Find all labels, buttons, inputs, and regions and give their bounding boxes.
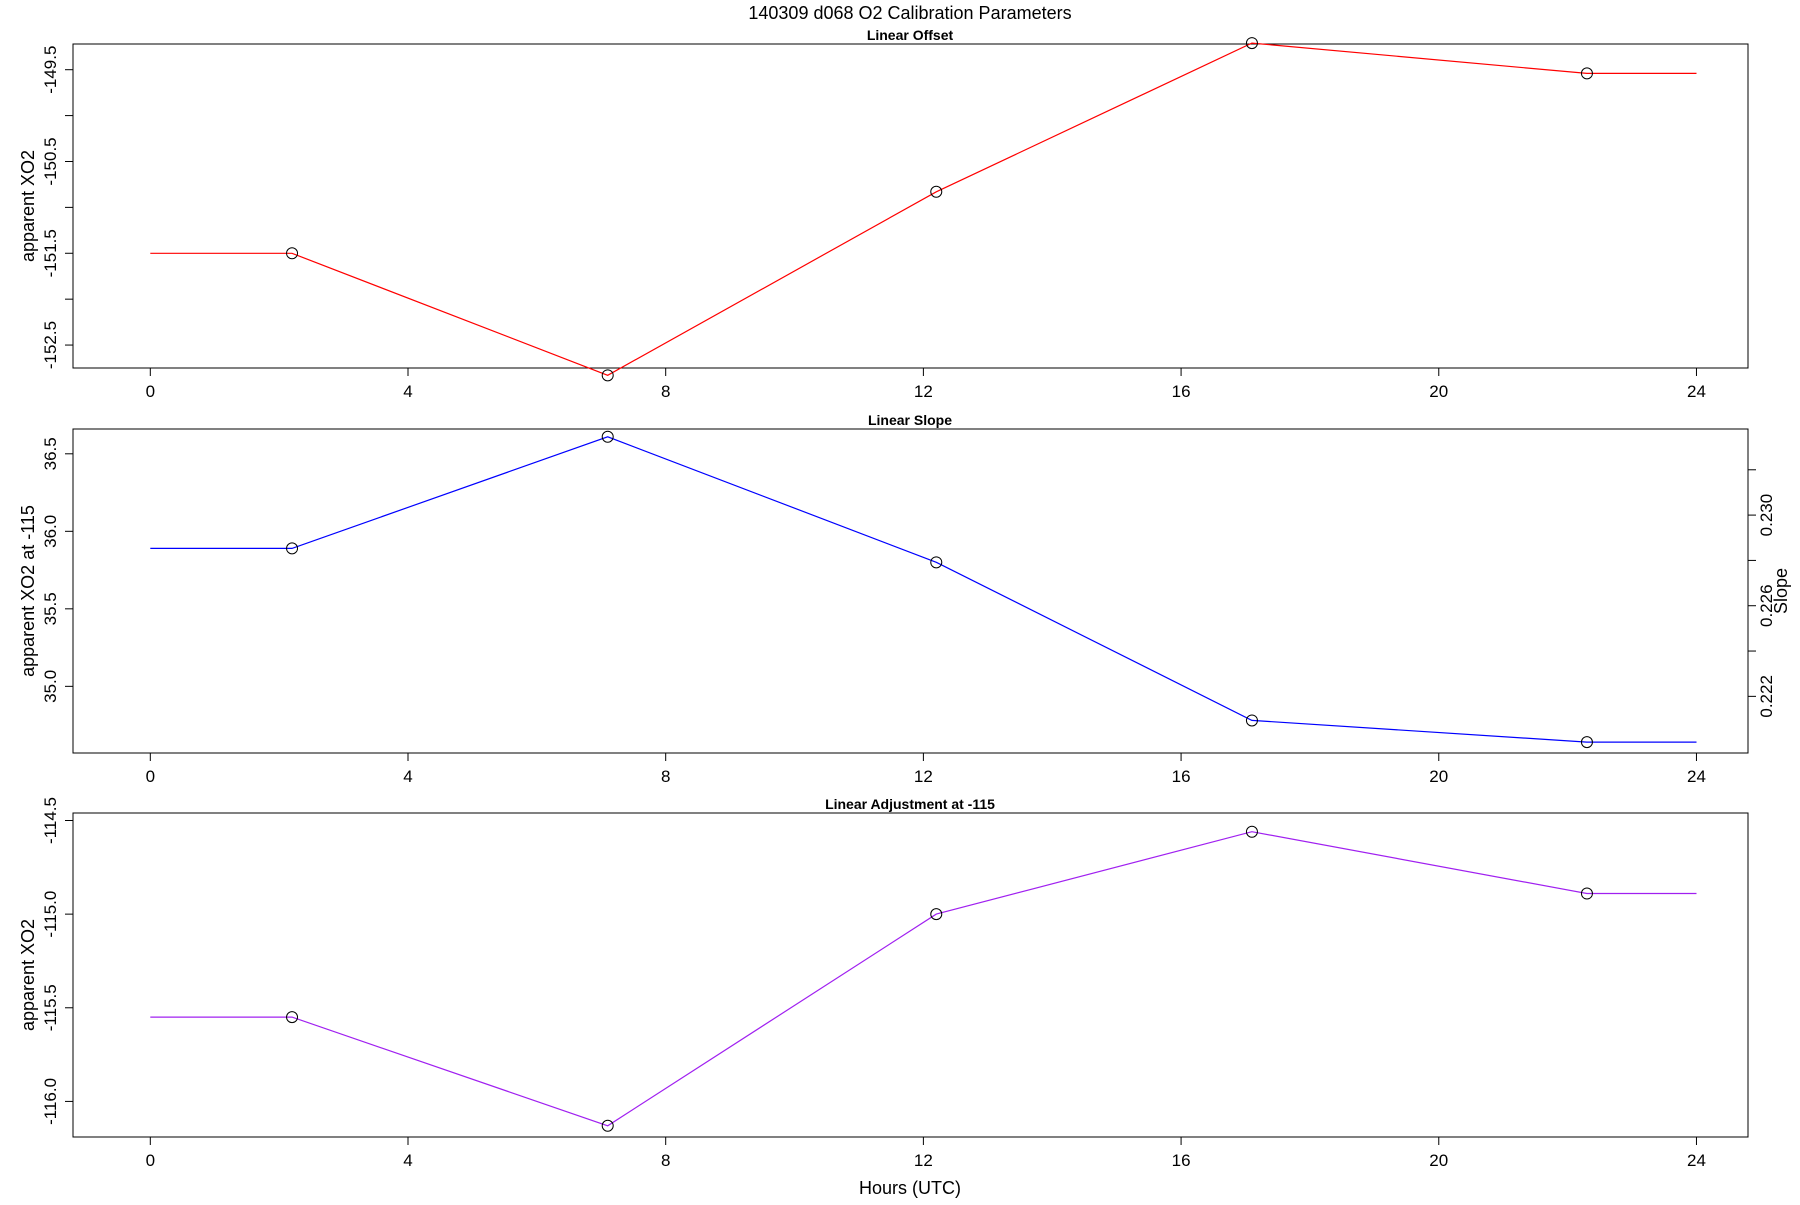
chart-panel-3: Linear Adjustment at -115 0 4 8 12 16 20 24 -114… [18, 796, 1749, 1170]
x-tick-label: 12 [914, 1151, 933, 1170]
y-tick-label: -150.5 [41, 137, 60, 185]
data-point [1580, 67, 1593, 80]
x-tick-label: 24 [1687, 767, 1706, 786]
x-tick-label: 8 [661, 767, 670, 786]
data-point [601, 1119, 614, 1132]
chart-panel-2: Linear Slope 0 4 8 12 16 20 24 35.0 35.5 36.0 36.5 a… [18, 412, 1791, 786]
x-tick-label: 4 [403, 382, 412, 401]
panel-title: Linear Slope [868, 412, 952, 428]
data-point [601, 430, 614, 443]
y-tick-label: -114.5 [41, 797, 60, 844]
data-point [1580, 736, 1593, 749]
data-point [930, 556, 943, 569]
figure-x-axis-label: Hours (UTC) [859, 1178, 961, 1198]
y-tick-label: -116.0 [41, 1078, 60, 1125]
x-tick-label: 8 [661, 382, 670, 401]
plot-frame [72, 428, 1749, 754]
data-point [286, 542, 299, 555]
plot-frame [72, 812, 1749, 1138]
x-tick-label: 24 [1687, 1151, 1706, 1170]
x-tick-label: 0 [146, 382, 155, 401]
y-tick-label: 35.5 [41, 592, 60, 625]
y-tick-label: -115.0 [41, 891, 60, 938]
panel-title: Linear Offset [867, 27, 954, 43]
x-tick-label: 20 [1429, 767, 1448, 786]
x-tick-label: 20 [1429, 1151, 1448, 1170]
panel-title: Linear Adjustment at -115 [825, 796, 995, 812]
y-tick-label: -149.5 [41, 46, 60, 94]
y-tick-label: 36.0 [41, 515, 60, 548]
right-y-tick-label: 0.230 [1757, 494, 1776, 537]
x-tick-label: 16 [1172, 767, 1191, 786]
data-point [1580, 887, 1593, 900]
x-tick-label: 24 [1687, 382, 1706, 401]
data-point [1245, 37, 1258, 50]
y-tick-label: -151.5 [41, 229, 60, 277]
y-axis-label: apparent XO2 [18, 150, 38, 262]
x-tick-label: 12 [914, 382, 933, 401]
data-point [930, 908, 943, 921]
x-tick-label: 0 [146, 767, 155, 786]
chart-panel-1: Linear Offset 0 4 8 12 16 20 24 -149.5 -150.5 -151… [18, 27, 1749, 401]
series-line [150, 831, 1697, 1127]
y-axis-label: apparent XO2 [18, 919, 38, 1031]
data-point [930, 185, 943, 198]
x-tick-label: 16 [1172, 1151, 1191, 1170]
figure-title: 140309 d068 O2 Calibration Parameters [748, 3, 1071, 23]
y-tick-label: -115.5 [41, 984, 60, 1031]
series-line [150, 42, 1697, 376]
y-tick-label: 36.5 [41, 437, 60, 470]
data-point [1245, 825, 1258, 838]
data-point [286, 1011, 299, 1024]
y-tick-label: 35.0 [41, 670, 60, 703]
x-tick-label: 16 [1172, 382, 1191, 401]
data-point [601, 369, 614, 382]
right-y-tick-label: 0.226 [1757, 584, 1776, 627]
data-point [286, 247, 299, 260]
x-tick-label: 0 [146, 1151, 155, 1170]
series-line [150, 436, 1697, 743]
x-tick-label: 12 [914, 767, 933, 786]
y-axis-label: apparent XO2 at -115 [18, 505, 38, 677]
y-tick-label: -152.5 [41, 321, 60, 369]
x-tick-label: 4 [403, 1151, 412, 1170]
data-point [1245, 714, 1258, 727]
right-y-tick-label: 0.222 [1757, 675, 1776, 718]
x-tick-label: 4 [403, 767, 412, 786]
right-y-axis-label: Slope [1771, 568, 1791, 614]
x-tick-label: 8 [661, 1151, 670, 1170]
x-tick-label: 20 [1429, 382, 1448, 401]
